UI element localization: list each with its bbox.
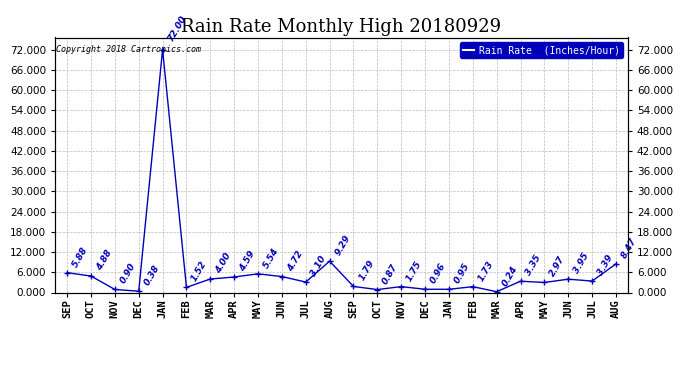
- Title: Rain Rate Monthly High 20180929: Rain Rate Monthly High 20180929: [181, 18, 502, 36]
- Legend: Rain Rate  (Inches/Hour): Rain Rate (Inches/Hour): [460, 42, 623, 58]
- Text: 0.87: 0.87: [381, 262, 400, 285]
- Text: 8.47: 8.47: [620, 236, 638, 260]
- Text: 3.10: 3.10: [309, 254, 328, 278]
- Text: 0.96: 0.96: [428, 261, 448, 285]
- Text: 1.75: 1.75: [405, 259, 424, 282]
- Text: 72.00: 72.00: [166, 14, 188, 43]
- Text: 2.97: 2.97: [548, 255, 566, 278]
- Text: 1.52: 1.52: [190, 260, 209, 284]
- Text: 5.88: 5.88: [70, 245, 90, 268]
- Text: 4.00: 4.00: [214, 251, 233, 275]
- Text: 3.39: 3.39: [595, 254, 615, 277]
- Text: 0.90: 0.90: [119, 262, 137, 285]
- Text: 1.79: 1.79: [357, 259, 376, 282]
- Text: 3.35: 3.35: [524, 254, 543, 277]
- Text: 4.88: 4.88: [95, 248, 113, 272]
- Text: 0.38: 0.38: [142, 264, 161, 287]
- Text: 9.29: 9.29: [333, 234, 352, 257]
- Text: 0.95: 0.95: [453, 262, 471, 285]
- Text: 1.73: 1.73: [476, 259, 495, 283]
- Text: Copyright 2018 Cartronics.com: Copyright 2018 Cartronics.com: [57, 45, 201, 54]
- Text: 4.72: 4.72: [286, 249, 304, 273]
- Text: 0.24: 0.24: [500, 264, 519, 288]
- Text: 4.59: 4.59: [238, 249, 257, 273]
- Text: 3.95: 3.95: [572, 252, 591, 275]
- Text: 5.54: 5.54: [262, 246, 280, 270]
